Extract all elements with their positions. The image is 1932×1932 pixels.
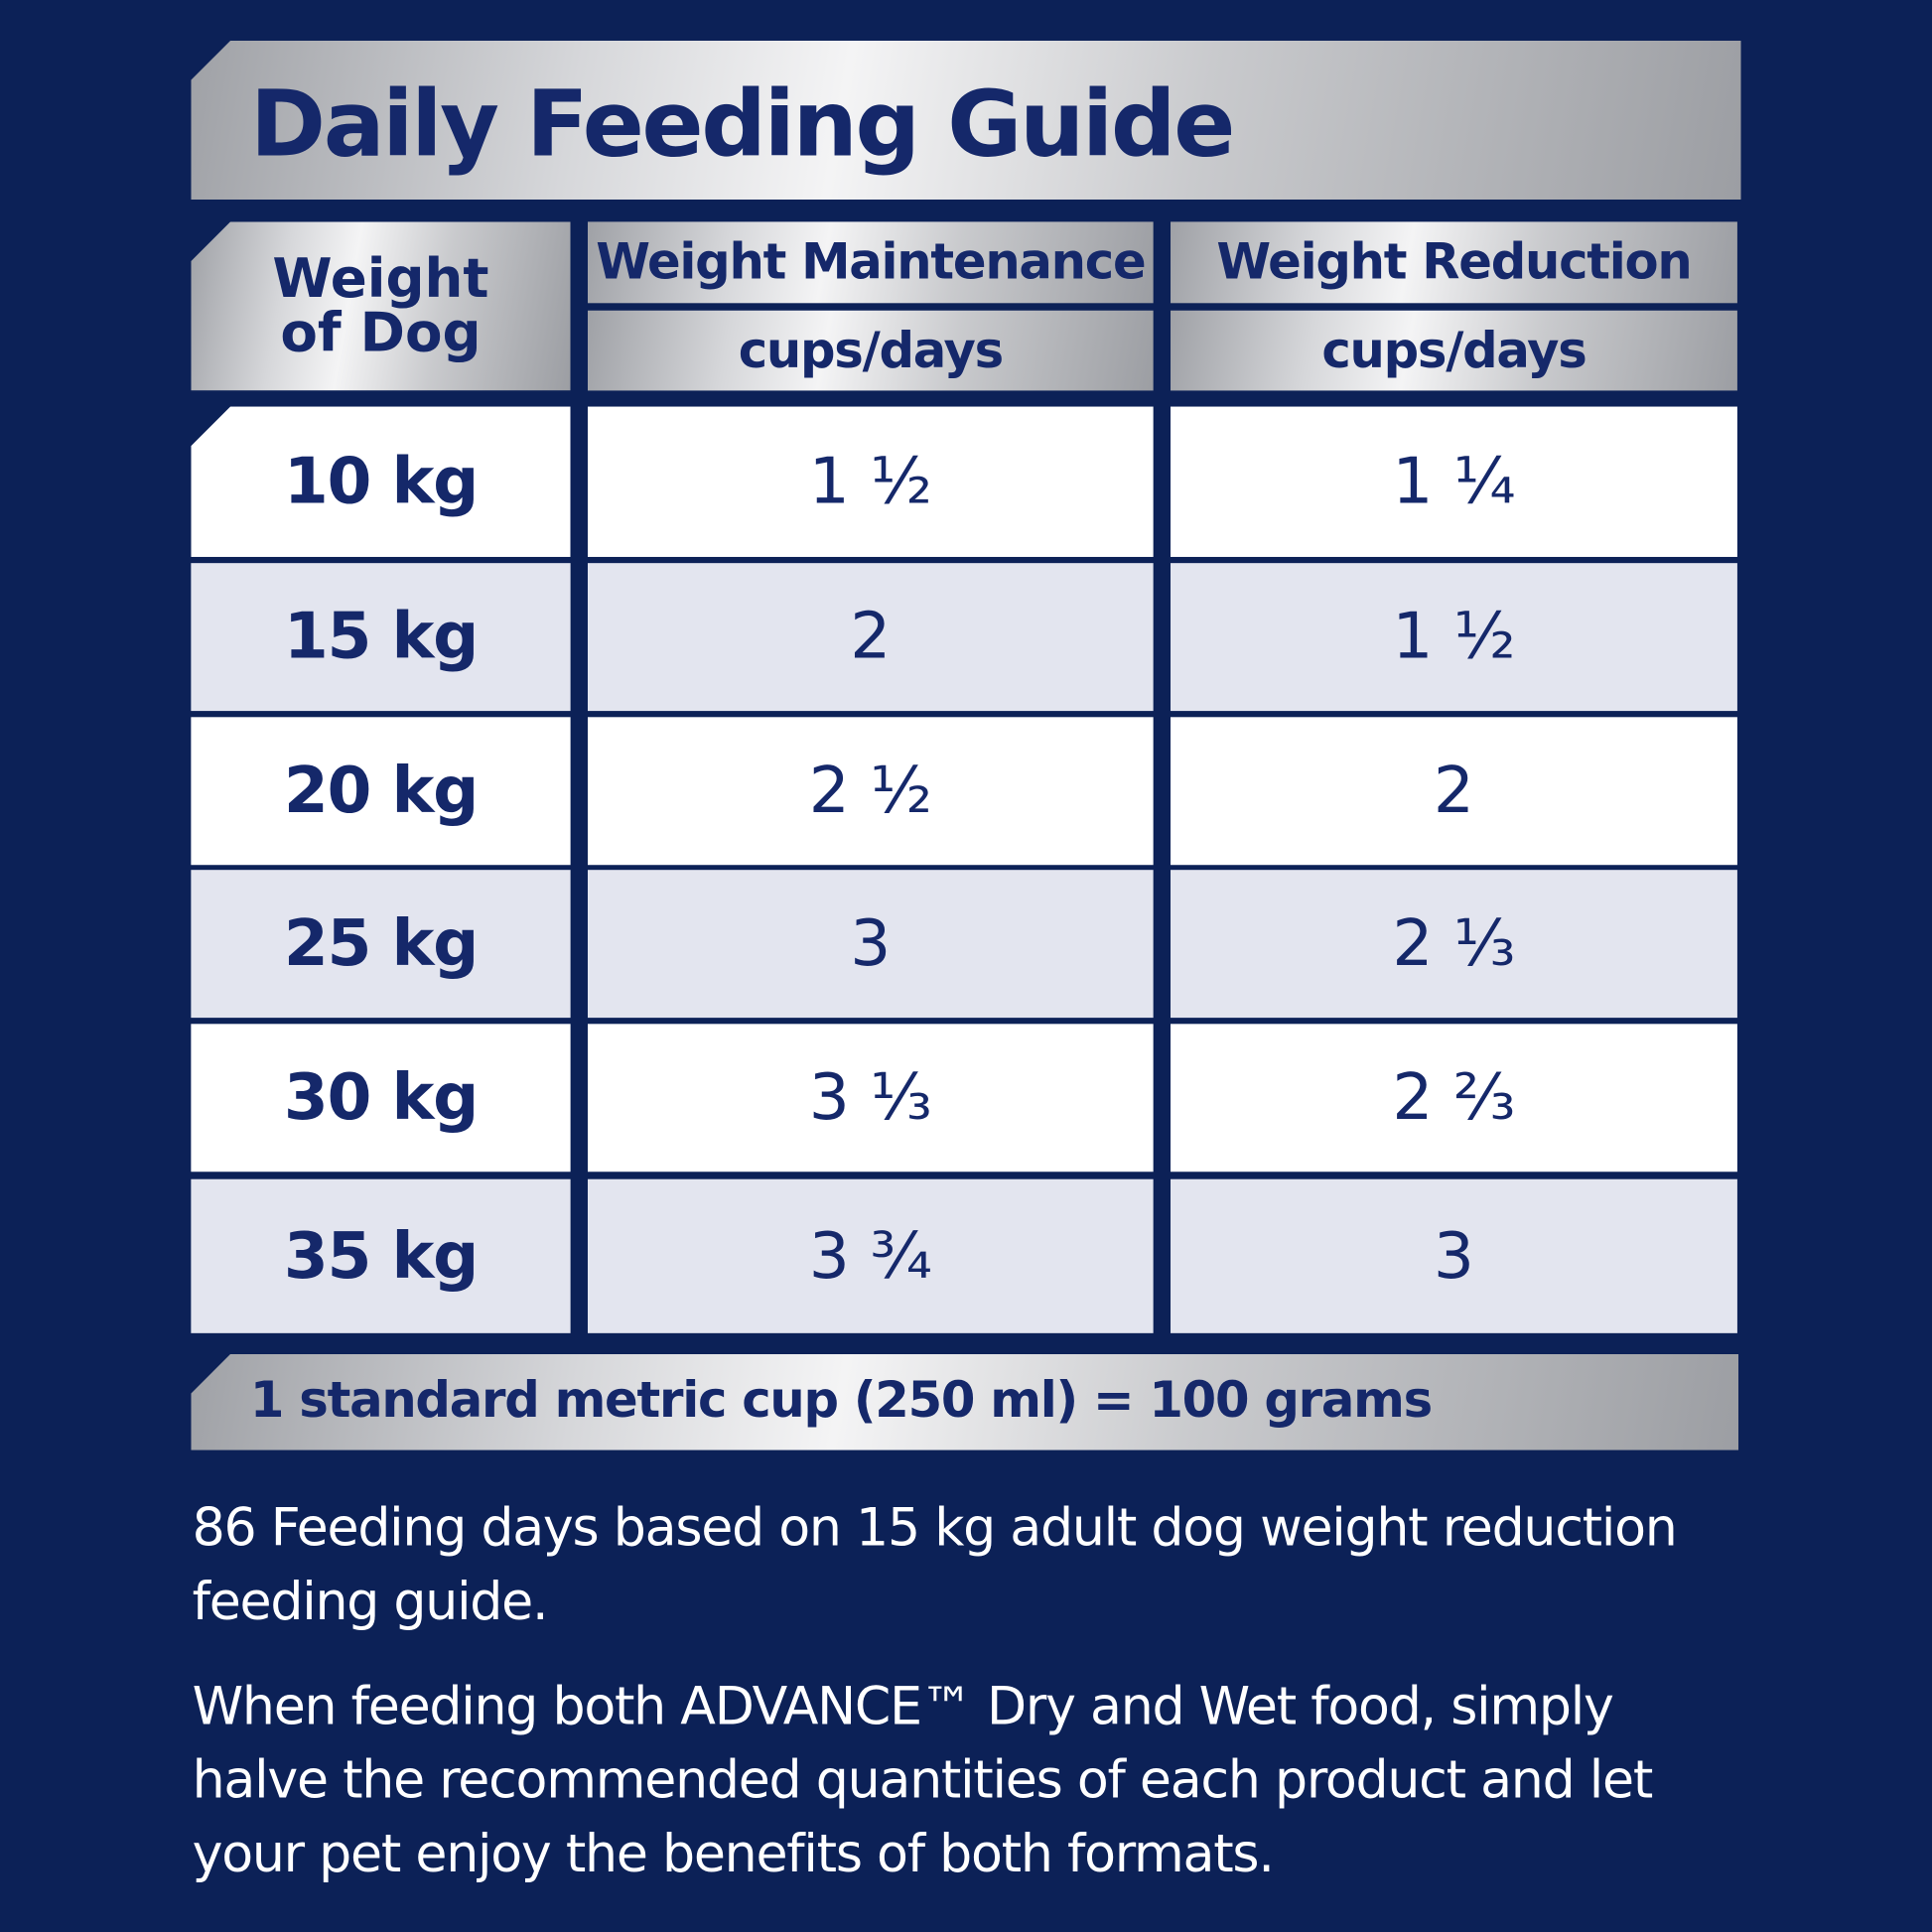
weight-header: Weight of Dog xyxy=(191,221,571,391)
weight-header-line: Weight xyxy=(272,246,489,311)
weight-cell: 15 kg xyxy=(191,563,571,712)
weight-cell: 20 kg xyxy=(191,717,571,866)
amount-cell: 2 ½ xyxy=(587,717,1154,866)
weight-header-line: of Dog xyxy=(280,301,482,364)
amount-cell: 1 ½ xyxy=(1171,563,1737,712)
amount-cell: 3 ¾ xyxy=(587,1178,1154,1333)
amount-cell: 2 xyxy=(587,563,1154,712)
amount-cell: 2 ⅓ xyxy=(1171,870,1737,1019)
amount-cell: 2 ⅔ xyxy=(1171,1024,1737,1173)
column-unit: cups/days xyxy=(1171,310,1737,391)
paragraph: When feeding both ADVANCE™ Dry and Wet f… xyxy=(192,1675,1654,1884)
column-unit: cups/days xyxy=(587,310,1154,391)
note: 1 standard metric cup (250 ml) = 100 gra… xyxy=(249,1372,1433,1430)
weight-cell: 10 kg xyxy=(191,406,571,557)
column-title: Weight Maintenance xyxy=(587,221,1154,304)
weight-cell: 25 kg xyxy=(191,870,571,1019)
note-banner xyxy=(191,1353,1739,1450)
amount-cell: 1 ¼ xyxy=(1171,406,1737,557)
amount-cell: 2 xyxy=(1171,717,1737,866)
amount-cell: 3 xyxy=(587,870,1154,1019)
title-banner xyxy=(191,40,1741,201)
amount-cell: 1 ½ xyxy=(587,406,1154,557)
column-title: Weight Reduction xyxy=(1171,221,1737,304)
weight-cell: 30 kg xyxy=(191,1024,571,1173)
amount-cell: 3 xyxy=(1171,1178,1737,1333)
amount-cell: 3 ⅓ xyxy=(587,1024,1154,1173)
weight-cell: 35 kg xyxy=(191,1178,571,1333)
title: Daily Feeding Guide xyxy=(249,70,1236,178)
paragraph: 86 Feeding days based on 15 kg adult dog… xyxy=(192,1496,1678,1632)
